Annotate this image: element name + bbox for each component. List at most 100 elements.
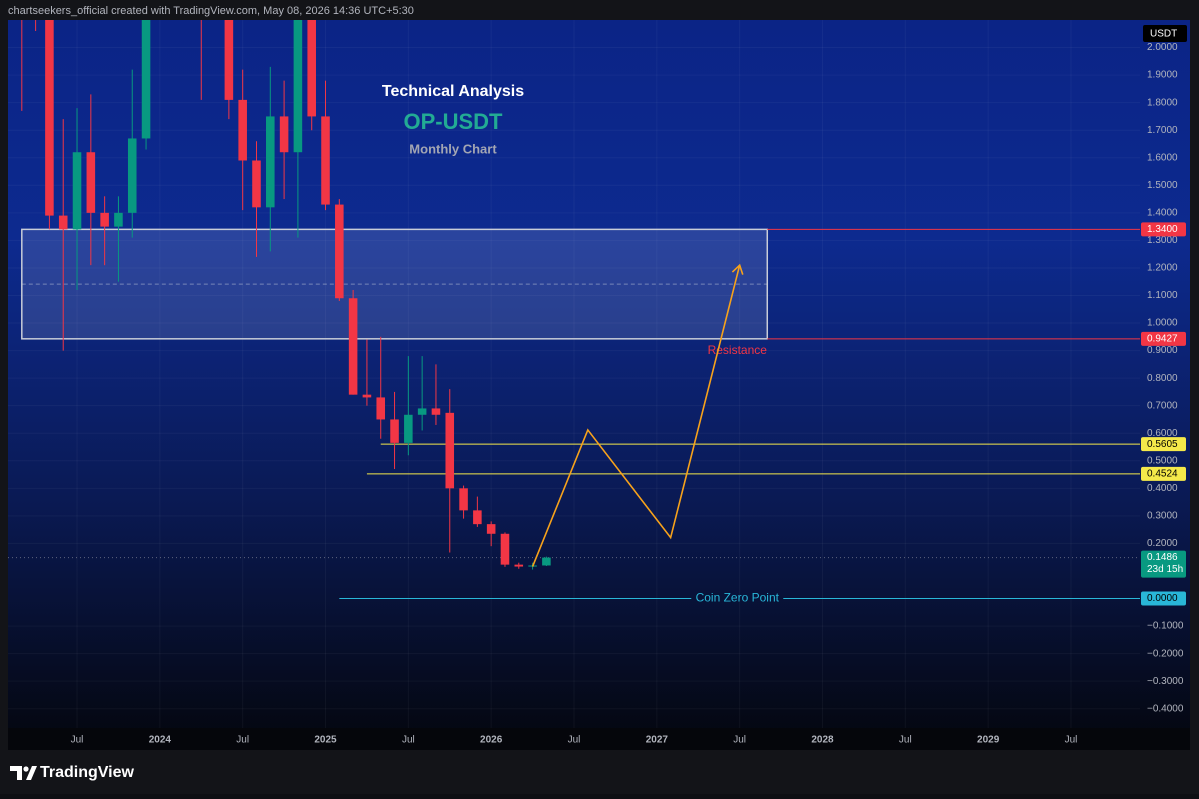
symbol: OP-USDT bbox=[404, 109, 504, 134]
y-tick-label: 0.2000 bbox=[1147, 538, 1178, 549]
candle-body bbox=[390, 419, 399, 443]
y-tick-label: 1.9000 bbox=[1147, 70, 1178, 81]
candle-body bbox=[45, 20, 54, 216]
candle-body bbox=[252, 160, 261, 208]
x-tick-label: Jul bbox=[1065, 735, 1078, 746]
y-tick-label: 1.5000 bbox=[1147, 180, 1178, 191]
y-tick-label: −0.3000 bbox=[1147, 676, 1184, 687]
candle-body bbox=[473, 510, 482, 525]
candle-body bbox=[238, 99, 247, 161]
level-tag-label: 0.5605 bbox=[1147, 439, 1178, 450]
x-tick-label: 2025 bbox=[314, 735, 337, 746]
y-tick-label: 0.8000 bbox=[1147, 373, 1178, 384]
x-tick-label: Jul bbox=[402, 735, 415, 746]
y-tick-label: −0.4000 bbox=[1147, 703, 1184, 714]
candle-body bbox=[514, 564, 524, 567]
level-tag bbox=[1141, 591, 1186, 606]
y-tick-label: 1.6000 bbox=[1147, 152, 1178, 163]
candle-body bbox=[321, 116, 330, 205]
y-tick-label: −0.1000 bbox=[1147, 621, 1184, 632]
logo-slash bbox=[26, 766, 37, 780]
x-tick-label: 2028 bbox=[811, 735, 834, 746]
y-tick-label: 0.3000 bbox=[1147, 511, 1178, 522]
y-tick-label: 1.3000 bbox=[1147, 235, 1178, 246]
countdown: 23d 15h bbox=[1147, 564, 1183, 575]
candle-body bbox=[279, 116, 289, 153]
logo-mark bbox=[10, 766, 22, 780]
y-tick-label: 0.6000 bbox=[1147, 428, 1178, 439]
level-tag bbox=[1141, 331, 1186, 346]
candle-body bbox=[293, 20, 303, 153]
candle-body bbox=[224, 20, 234, 100]
candle-body bbox=[335, 204, 344, 299]
level-tag bbox=[1141, 437, 1186, 452]
axes: 2.0000 1.9000 1.8000 1.7000 1.6000 1.5000 1.40… bbox=[71, 42, 1186, 746]
candle-body bbox=[307, 20, 316, 117]
y-tick-label: 0.4000 bbox=[1147, 483, 1178, 494]
time-axis-strip bbox=[8, 728, 1190, 750]
candle-body bbox=[100, 212, 109, 227]
candle-body bbox=[542, 557, 551, 566]
brand: TradingView bbox=[40, 764, 135, 781]
y-tick-label: 1.1000 bbox=[1147, 290, 1178, 301]
x-tick-label: Jul bbox=[733, 735, 746, 746]
last-price-label: 0.1486 bbox=[1147, 552, 1178, 563]
projection-path bbox=[531, 264, 741, 567]
header-text: chartseekers_official created with Tradi… bbox=[8, 5, 414, 17]
y-tick-label: 1.4000 bbox=[1147, 207, 1178, 218]
candle-body bbox=[431, 408, 441, 415]
candle-body bbox=[348, 298, 358, 395]
level-text: Coin Zero Point bbox=[696, 591, 780, 605]
y-tick-label: 1.0000 bbox=[1147, 318, 1178, 329]
level-tag-label: 1.3400 bbox=[1147, 224, 1178, 235]
y-tick-label: 1.7000 bbox=[1147, 125, 1178, 136]
candle-body bbox=[486, 524, 496, 534]
logo-dot bbox=[23, 766, 29, 772]
footer: TradingView bbox=[10, 764, 135, 781]
candle-body bbox=[445, 412, 455, 489]
y-tick-label: 2.0000 bbox=[1147, 42, 1178, 53]
level-tag bbox=[1141, 466, 1186, 481]
candle-body bbox=[141, 20, 151, 139]
candle-body bbox=[417, 408, 427, 415]
level-tag-label: 0.0000 bbox=[1147, 593, 1178, 604]
y-tick-label: 0.9000 bbox=[1147, 345, 1178, 356]
candle-body bbox=[72, 152, 82, 230]
level-tag bbox=[1141, 222, 1186, 237]
level-tag-label: 0.4524 bbox=[1147, 469, 1178, 480]
x-tick-label: Jul bbox=[236, 735, 249, 746]
candle-body bbox=[500, 533, 510, 565]
y-tick-label: 1.8000 bbox=[1147, 97, 1178, 108]
y-tick-label: 1.2000 bbox=[1147, 263, 1178, 274]
x-tick-label: Jul bbox=[899, 735, 912, 746]
x-tick-label: Jul bbox=[568, 735, 581, 746]
x-tick-label: 2024 bbox=[149, 735, 172, 746]
level-tag-label: 0.9427 bbox=[1147, 333, 1178, 344]
candle-body bbox=[86, 152, 96, 213]
candle-body bbox=[58, 215, 68, 230]
last-price-tag bbox=[1141, 550, 1186, 578]
candle-body bbox=[114, 212, 123, 227]
subtitle: Monthly Chart bbox=[409, 141, 497, 156]
candle-body bbox=[266, 116, 275, 208]
candle-body bbox=[127, 138, 137, 213]
y-tick-label: 0.7000 bbox=[1147, 400, 1178, 411]
plot: Resistance Coin Zero Point bbox=[8, 20, 1140, 728]
candle-body bbox=[459, 488, 468, 511]
candle-body bbox=[376, 397, 386, 420]
currency-box bbox=[1143, 25, 1187, 42]
x-tick-label: 2027 bbox=[646, 735, 669, 746]
x-tick-label: 2029 bbox=[977, 735, 1000, 746]
x-tick-label: 2026 bbox=[480, 735, 503, 746]
plot-background bbox=[8, 20, 1190, 750]
projection-arrowhead bbox=[731, 263, 744, 275]
x-tick-label: Jul bbox=[71, 735, 84, 746]
currency: USDT bbox=[1150, 29, 1177, 40]
zone-label: Resistance bbox=[708, 343, 768, 357]
y-tick-label: −0.2000 bbox=[1147, 648, 1184, 659]
chart-title: Technical Analysis bbox=[382, 83, 524, 100]
y-tick-label: 0.5000 bbox=[1147, 455, 1178, 466]
candle-body bbox=[362, 394, 372, 398]
